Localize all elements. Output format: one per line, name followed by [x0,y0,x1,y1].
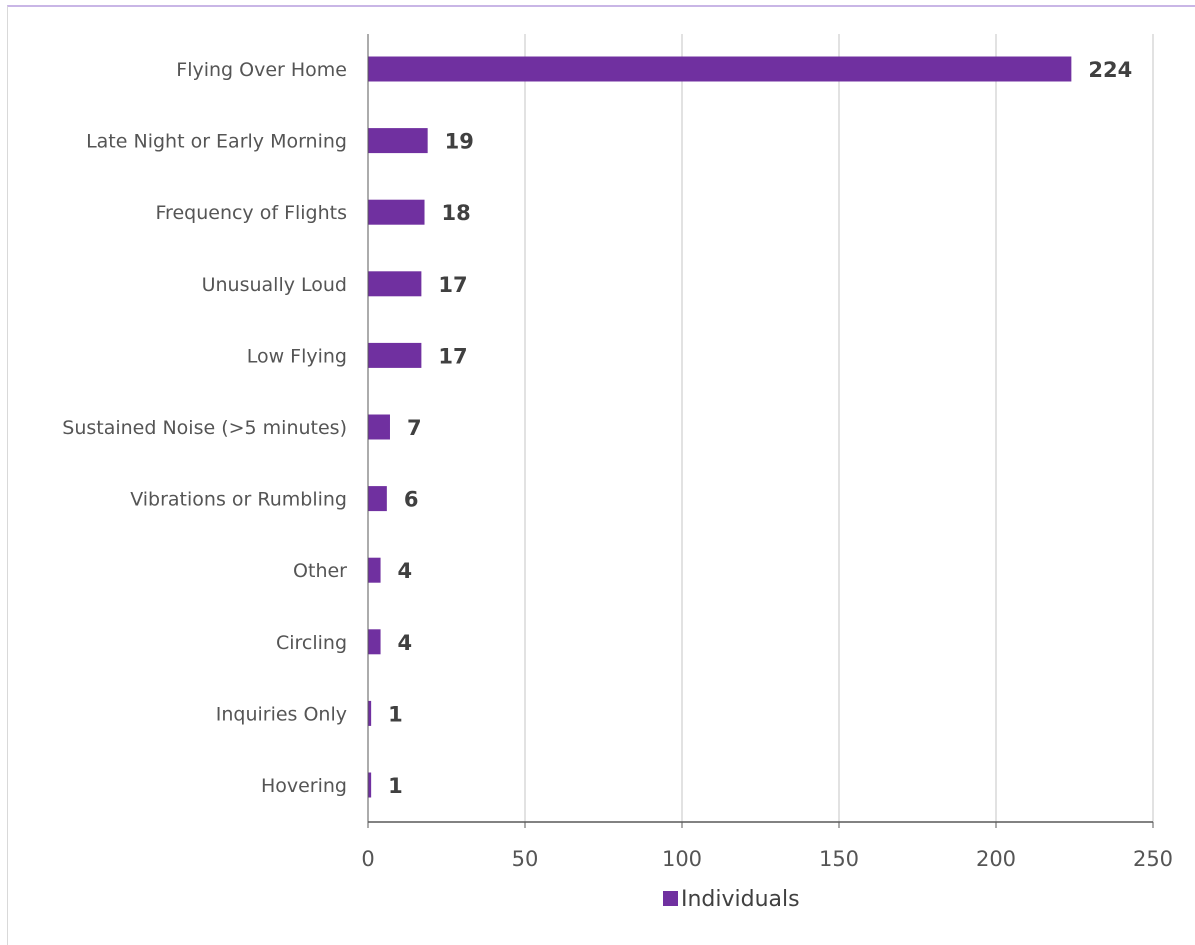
bar [368,199,425,225]
bar [368,486,387,512]
bar [368,271,422,297]
legend-swatch [663,891,678,906]
category-label: Hovering [261,775,347,797]
category-label: Low Flying [247,345,347,367]
bar [368,342,422,368]
legend-label: Individuals [681,887,800,912]
x-tick-label: 150 [819,847,859,871]
data-label: 4 [398,631,413,655]
chart-frame [7,5,1195,945]
data-label: 17 [438,344,467,368]
x-tick-label: 0 [361,847,374,871]
category-label: Unusually Loud [202,274,347,296]
data-label: 224 [1088,58,1132,82]
bar [368,128,428,154]
x-tick-label: 200 [976,847,1016,871]
category-label: Late Night or Early Morning [86,131,347,153]
category-label: Sustained Noise (>5 minutes) [62,417,347,439]
data-label: 6 [404,488,419,512]
bar [368,700,372,726]
x-tick-label: 100 [662,847,702,871]
x-tick-label: 50 [512,847,539,871]
data-label: 1 [388,774,403,798]
bar [368,629,381,655]
data-label: 19 [445,130,474,154]
x-tick-label: 250 [1133,847,1173,871]
category-label: Vibrations or Rumbling [130,489,347,511]
category-label: Flying Over Home [176,59,347,81]
data-label: 7 [407,416,422,440]
data-label: 1 [388,702,403,726]
category-label: Other [293,560,347,582]
data-label: 18 [442,201,471,225]
data-label: 17 [438,273,467,297]
category-label: Circling [276,632,347,654]
bar [368,414,390,440]
category-label: Frequency of Flights [156,202,347,224]
bar [368,557,381,583]
category-label: Inquiries Only [216,703,347,725]
bar [368,56,1072,82]
bar [368,772,372,798]
data-label: 4 [398,559,413,583]
